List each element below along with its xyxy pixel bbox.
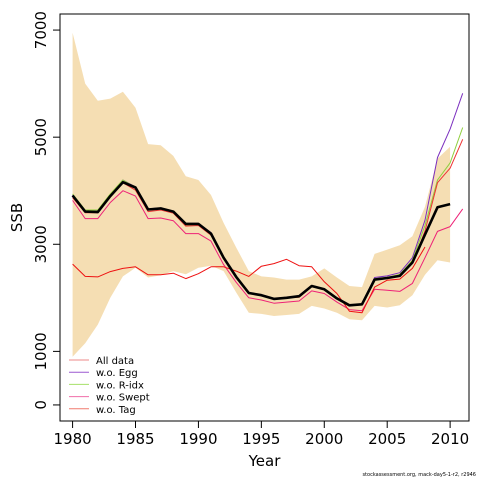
- y-tick-label: 0: [32, 400, 50, 410]
- x-tick-label: 2000: [305, 430, 343, 448]
- y-tick-label: 5000: [32, 118, 50, 156]
- legend-label: w.o. Swept: [96, 393, 150, 404]
- x-axis-label: Year: [248, 452, 282, 470]
- legend-label: w.o. R-idx: [96, 380, 144, 391]
- series-line: [72, 190, 464, 312]
- series-line: [72, 246, 426, 314]
- y-tick-label: 1000: [32, 332, 50, 370]
- legend-label: All data: [96, 356, 134, 367]
- x-tick-label: 1995: [242, 430, 280, 448]
- x-tick-label: 1980: [53, 430, 91, 448]
- confidence-band: [72, 32, 451, 357]
- x-axis: 1980 1985 1990 1995 2000 2005 2010: [53, 421, 469, 448]
- y-tick-label: 7000: [32, 11, 50, 49]
- y-tick-label: 3000: [32, 225, 50, 263]
- x-tick-label: 1985: [116, 430, 154, 448]
- x-tick-label: 1990: [179, 430, 217, 448]
- y-axis: 0 1000 3000 5000 7000: [32, 11, 60, 410]
- legend-label: w.o. Egg: [96, 368, 138, 379]
- series-line: [71, 180, 451, 307]
- legend-label: w.o. Tag: [96, 405, 136, 416]
- series-layer: [71, 93, 464, 314]
- x-tick-label: 2010: [431, 430, 469, 448]
- x-tick-label: 2005: [368, 430, 406, 448]
- y-axis-label: SSB: [8, 203, 26, 232]
- footer-credit: stockassessment.org, mack-day5-1-r2, r29…: [362, 472, 476, 478]
- plot-frame: [59, 13, 470, 422]
